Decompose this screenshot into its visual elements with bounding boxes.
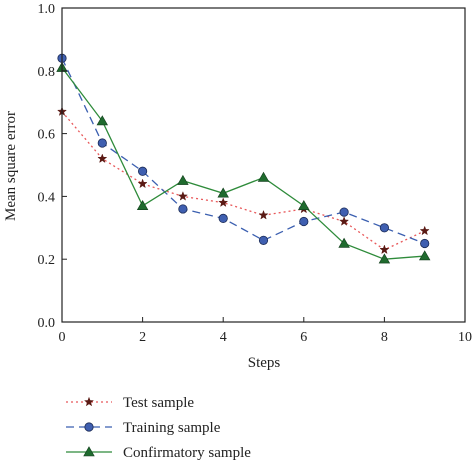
data-point (339, 207, 349, 217)
data-point (96, 115, 109, 126)
x-tick-label: 4 (220, 330, 227, 345)
axes: 0 2 4 6 8 10 0.0 0.2 0.4 0.6 0.8 1.0 (38, 2, 473, 345)
data-point (257, 171, 270, 182)
series-line (61, 67, 425, 260)
legend-marker (83, 446, 95, 457)
series-line (61, 111, 425, 251)
data-point (138, 166, 148, 176)
data-point (339, 216, 350, 226)
y-tick-label: 0.8 (38, 65, 56, 80)
x-tick-label: 6 (300, 330, 307, 345)
data-point (258, 235, 269, 245)
data-point (218, 213, 228, 223)
data-point (298, 200, 310, 211)
y-tick-label: 0.6 (38, 128, 56, 143)
legend-label: Training sample (123, 420, 221, 436)
x-tick-label: 10 (458, 330, 472, 345)
x-tick-label: 0 (59, 330, 66, 345)
legend-label: Confirmatory sample (123, 445, 251, 461)
y-axis-title: Mean square error (3, 111, 19, 221)
series-training-sample (57, 53, 430, 249)
data-point (177, 174, 189, 185)
legend-entry: Training sample (66, 420, 221, 436)
data-point (177, 191, 188, 201)
data-point (419, 225, 430, 236)
legend-entry: Test sample (66, 395, 194, 411)
plot-frame (61, 7, 466, 323)
series-confirmatory-sample (56, 61, 431, 264)
series-line (61, 57, 425, 245)
data-point (379, 223, 389, 233)
data-point (299, 216, 309, 227)
data-point (217, 187, 229, 198)
y-tick-label: 0.2 (38, 253, 56, 268)
x-tick-label: 8 (381, 330, 388, 345)
data-point (420, 238, 430, 249)
data-point (97, 153, 108, 164)
x-axis-title: Steps (248, 355, 281, 371)
data-point (379, 244, 390, 255)
legend-label: Test sample (123, 395, 194, 411)
data-point (338, 237, 350, 248)
y-tick-label: 0.4 (38, 190, 56, 205)
legend-marker (83, 396, 95, 407)
data-point (137, 178, 148, 189)
y-tick-label: 1.0 (38, 2, 56, 17)
data-point (418, 250, 431, 261)
data-point (378, 253, 391, 264)
legend-marker (84, 422, 94, 432)
data-point (136, 200, 149, 211)
legend: Test sample Training sample Confirmatory s… (66, 395, 251, 461)
plot-area (56, 53, 431, 264)
data-point (218, 197, 229, 207)
legend-entry: Confirmatory sample (66, 445, 251, 461)
y-tick-label: 0.0 (38, 316, 56, 331)
data-point (97, 138, 107, 148)
data-point (178, 204, 188, 214)
series-test-sample (56, 106, 430, 255)
data-point (258, 209, 269, 220)
x-tick-label: 2 (139, 330, 146, 345)
